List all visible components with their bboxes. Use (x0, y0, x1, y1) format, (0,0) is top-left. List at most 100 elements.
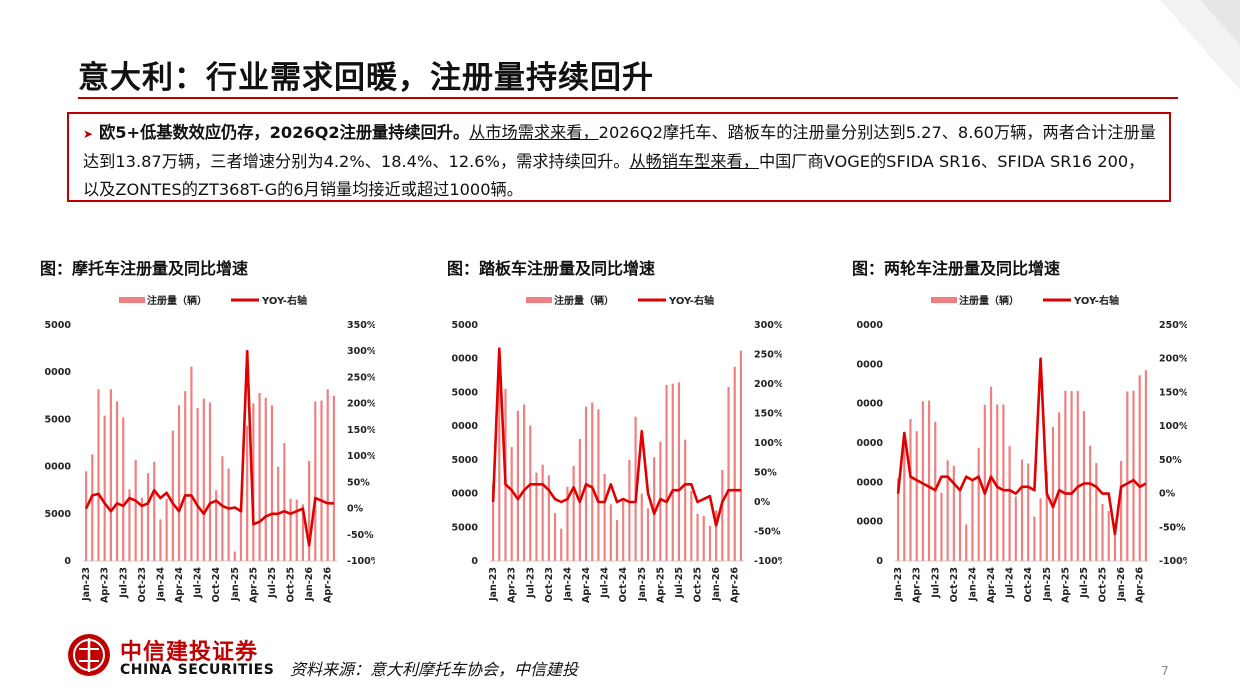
bar (940, 492, 943, 561)
bar (1045, 471, 1048, 561)
bar (252, 403, 255, 561)
bar (965, 524, 968, 561)
x-tick-label: Apr-23 (507, 567, 518, 603)
x-tick-label: Jul-25 (1079, 567, 1090, 599)
summary-underline-1: 从市场需求来看， (469, 123, 599, 142)
y2-tick-label: -50% (347, 530, 374, 541)
x-tick-label: Jan-26 (304, 567, 315, 602)
bar (221, 456, 224, 561)
bar (958, 488, 962, 561)
chart-scooter: 注册量（辆） YOY-右轴 0 5000 10000 15000 20000 25000 300… (452, 294, 782, 603)
title-divider (78, 97, 1178, 99)
x-tick-label: Jul-25 (267, 567, 278, 599)
x-tick-label: Apr-24 (581, 567, 592, 603)
bar (516, 410, 519, 561)
bar (1082, 411, 1086, 561)
bar (560, 528, 563, 561)
y2-tick-label: 50% (347, 477, 370, 488)
x-tick-label: Jan-24 (562, 567, 573, 602)
bar (522, 404, 526, 561)
bar (332, 395, 336, 561)
x-tick-label: Jan-23 (893, 567, 904, 602)
bar (122, 417, 125, 561)
y-tick-label: 15000 (45, 414, 71, 425)
bar (1008, 446, 1011, 561)
bar (553, 513, 557, 561)
yoy-line (84, 349, 334, 547)
bar (1120, 461, 1123, 561)
logo-emblem-icon (68, 634, 110, 676)
bar (684, 439, 687, 561)
x-tick-label: Jul-24 (600, 567, 611, 599)
summary-text-2: 中国厂商VOGE的SFIDA SR16、SFIDA SR16 200，以及ZON… (83, 152, 1145, 199)
bar (1058, 412, 1061, 561)
bar (572, 465, 575, 561)
bar (103, 415, 106, 561)
bar (721, 469, 724, 561)
y-tick-label: 5000 (452, 522, 478, 533)
bar (1033, 516, 1036, 561)
bar (609, 504, 612, 561)
bar (215, 490, 218, 561)
bar (270, 405, 274, 561)
bar (622, 500, 625, 561)
y-tick-label: 35000 (452, 320, 478, 331)
bar (283, 443, 286, 561)
summary-text-1: 2026Q2摩托车、踏板车的注册量分别达到5.27、8.60万辆，两者合计注册量… (83, 123, 1156, 171)
bar (159, 519, 162, 561)
bar (1020, 459, 1024, 561)
bar (301, 504, 305, 561)
x-tick-label: Jan-25 (637, 567, 648, 602)
bar (258, 392, 261, 561)
page-title: 意大利：行业需求回暖，注册量持续回升 (78, 60, 654, 96)
bar (597, 409, 600, 561)
x-tick-label: Apr-25 (1060, 567, 1071, 603)
summary-underline-2: 从畅销车型来看， (629, 152, 759, 171)
legend-label-line: YOY-右轴 (668, 294, 714, 307)
y2-tick-label: 0% (347, 504, 364, 515)
bar (289, 498, 292, 561)
bar (952, 465, 955, 561)
bar (1070, 391, 1073, 561)
bar (1095, 463, 1098, 561)
bar (671, 383, 674, 561)
bar (1014, 496, 1017, 561)
x-tick-label: Oct-25 (286, 567, 297, 602)
y-tick-label: 30000 (452, 354, 478, 365)
y-tick-label: 0 (876, 556, 883, 567)
bar (896, 478, 900, 561)
y-tick-label: 20000 (45, 367, 71, 378)
bar (84, 471, 88, 561)
y2-tick-label: 250% (347, 372, 375, 383)
x-tick-label: Jan-24 (155, 567, 166, 602)
summary-lead: 欧5+低基数效应仍存，2026Q2注册量持续回升。 (99, 123, 470, 142)
bar (702, 515, 705, 561)
bar (165, 498, 168, 561)
bar (971, 479, 974, 561)
x-tick-label: Jan-23 (81, 567, 92, 602)
bar (915, 431, 918, 561)
chart-title-motorcycle: 图：摩托车注册量及同比增速 (40, 259, 249, 278)
y2-tick-label: 50% (1159, 455, 1182, 466)
bar (696, 513, 699, 561)
y2-tick-label: 0% (754, 497, 771, 508)
bar (134, 459, 137, 561)
bar (653, 457, 656, 561)
bar (615, 519, 619, 561)
bar (946, 460, 949, 561)
y2-tick-label: -100% (1159, 556, 1187, 567)
bar (140, 497, 143, 561)
bar (909, 419, 912, 561)
bar (1107, 511, 1110, 561)
x-tick-label: Apr-25 (248, 567, 259, 603)
source-note: 资料来源：意大利摩托车协会，中信建投 (290, 660, 579, 679)
x-tick-label: Jan-26 (711, 567, 722, 602)
x-tick-label: Oct-24 (618, 567, 629, 603)
bar (646, 508, 650, 561)
bar (727, 387, 730, 561)
bar (91, 454, 94, 561)
bar (977, 447, 980, 561)
x-tick-label: Apr-26 (730, 567, 741, 603)
y2-tick-label: 350% (347, 320, 375, 331)
